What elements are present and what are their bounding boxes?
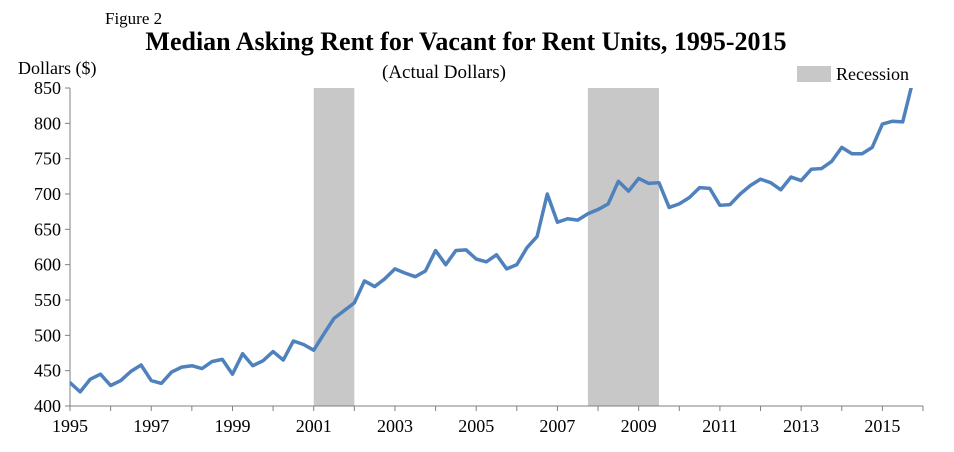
chart-title: Median Asking Rent for Vacant for Rent U… xyxy=(145,27,786,56)
y-tick-label: 500 xyxy=(34,325,61,345)
chart-subtitle: (Actual Dollars) xyxy=(382,62,506,83)
y-tick-labels: 400 450 500 550 600 650 700 750 800 850 xyxy=(34,78,61,416)
series-line-median-rent xyxy=(70,88,913,394)
y-tick-label: 700 xyxy=(34,184,61,204)
x-tick-label: 2003 xyxy=(377,416,413,436)
x-tick-label: 2011 xyxy=(702,416,737,436)
legend-swatch-recession xyxy=(797,66,831,82)
x-tick-label: 2013 xyxy=(783,416,819,436)
x-tick-label: 2015 xyxy=(864,416,900,436)
x-tick-label: 1997 xyxy=(133,416,169,436)
y-tick-label: 650 xyxy=(34,219,61,239)
y-tick-label: 750 xyxy=(34,149,61,169)
x-tick-label: 2009 xyxy=(621,416,657,436)
recession-bands xyxy=(313,88,659,406)
x-tick-label: 2005 xyxy=(458,416,494,436)
x-tick-label: 2007 xyxy=(539,416,575,436)
recession-band xyxy=(313,88,355,406)
y-tick-label: 800 xyxy=(34,113,61,133)
recession-band xyxy=(587,88,659,406)
x-tick-labels: 1995 1997 1999 2001 2003 2005 2007 2009 2011 2013… xyxy=(52,416,900,436)
y-tick-label: 850 xyxy=(34,78,61,98)
y-tick-label: 400 xyxy=(34,396,61,416)
y-axis-label: Dollars ($) xyxy=(18,58,96,79)
x-tick-label: 1999 xyxy=(214,416,250,436)
y-tick-label: 550 xyxy=(34,290,61,310)
axes xyxy=(65,87,924,411)
legend: Recession xyxy=(797,64,909,84)
series-layer xyxy=(70,88,913,394)
x-tick-label: 1995 xyxy=(52,416,88,436)
y-tick-label: 450 xyxy=(34,361,61,381)
y-tick-label: 600 xyxy=(34,255,61,275)
x-tick-label: 2001 xyxy=(296,416,332,436)
figure-label: Figure 2 xyxy=(105,9,162,28)
legend-label-recession: Recession xyxy=(836,64,909,84)
